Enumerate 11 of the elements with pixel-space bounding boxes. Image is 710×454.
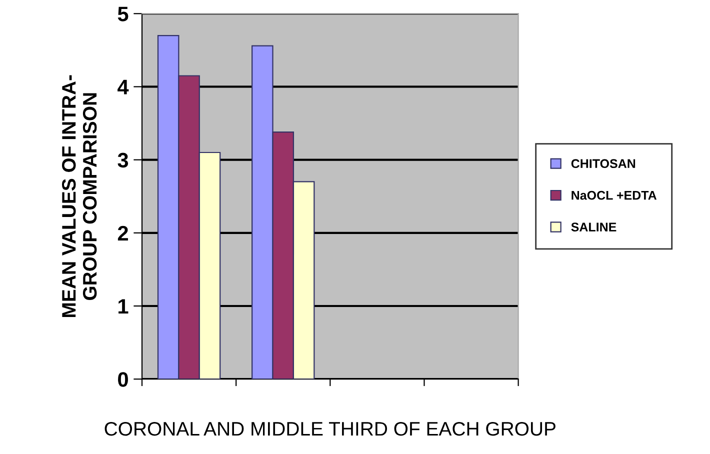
y-tick-label: 0 (118, 372, 128, 387)
y-tick-label: 4 (118, 80, 129, 94)
legend-label: CHITOSAN (571, 159, 636, 168)
y-axis-title: MEAN VALUES OF INTRA- GROUP COMPARISON (62, 75, 97, 317)
y-tick-label: 3 (118, 152, 128, 168)
legend-label: SALINE (571, 222, 616, 232)
y-tick-label: 2 (118, 226, 128, 240)
legend-label: NaOCL +EDTA (572, 190, 657, 200)
y-tick-label: 1 (118, 299, 128, 314)
y-tick-label: 5 (118, 6, 128, 22)
x-axis-title: CORONAL AND MIDDLE THIRD OF EACH GROUP (104, 422, 556, 436)
